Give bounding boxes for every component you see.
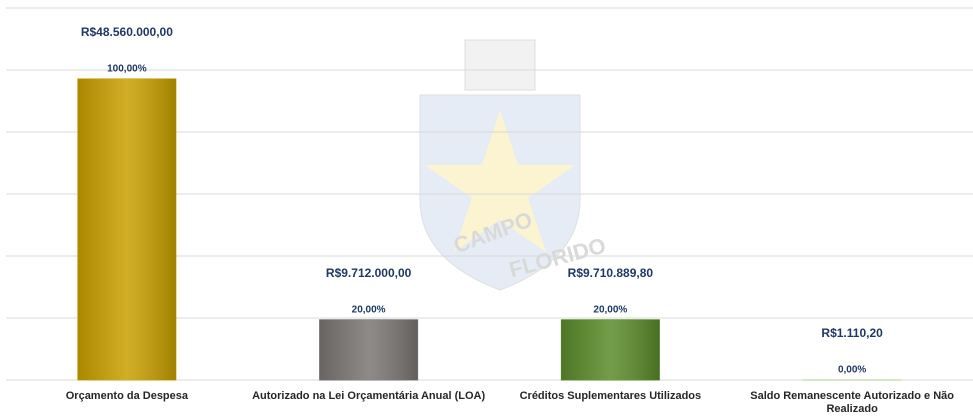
bar-shine — [561, 319, 660, 380]
percentage-label: 20,00% — [593, 304, 627, 315]
value-label: R$48.560.000,00 — [81, 25, 173, 39]
value-label: R$9.710.889,80 — [568, 266, 654, 280]
percentage-label: 100,00% — [107, 64, 147, 75]
x-tick-label: Créditos Suplementares Utilizados — [519, 390, 702, 402]
value-label: R$9.712.000,00 — [326, 266, 412, 280]
percentage-label: 0,00% — [838, 365, 866, 376]
watermark: CAMPO FLORIDO — [419, 39, 608, 291]
bar-shine — [77, 78, 176, 380]
x-tick-label: Autorizado na Lei Orçamentária Anual (LO… — [252, 390, 486, 402]
bar-shine — [319, 319, 418, 380]
x-tick-label: Saldo Remanescente Autorizado e Não Real… — [750, 390, 954, 415]
percentage-label: 20,00% — [352, 304, 386, 315]
x-tick-label: Orçamento da Despesa — [65, 390, 189, 402]
value-label: R$1.110,20 — [821, 326, 883, 340]
